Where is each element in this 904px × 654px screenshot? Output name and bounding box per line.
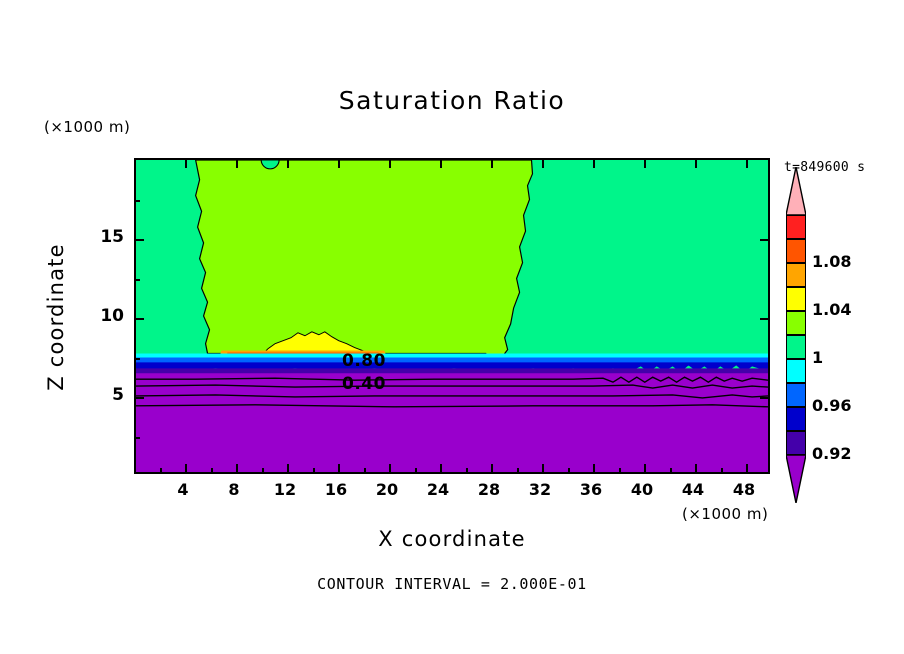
colorbar-tick-label: 1 [812, 348, 824, 367]
x-tick-label: 16 [324, 480, 348, 499]
contour-label-040: 0.40 [342, 374, 386, 394]
x-tick-top-major [695, 160, 697, 168]
colorbar-tick-label: 1.04 [812, 300, 852, 319]
contour-label-080: 0.80 [342, 351, 386, 371]
colorbar-band-2 [786, 239, 806, 263]
x-tick-minor [211, 468, 213, 472]
x-tick-minor [364, 468, 366, 472]
colorbar-cap-under [786, 455, 806, 503]
y-axis-units-label: (×1000 m) [44, 118, 131, 136]
y-tick-label: 15 [100, 227, 124, 247]
colorbar-band-1 [786, 215, 806, 239]
x-tick-minor [160, 468, 162, 472]
x-axis-units-label: (×1000 m) [682, 505, 769, 523]
x-axis-title: X coordinate [378, 527, 526, 551]
x-tick-label: 44 [681, 480, 705, 499]
x-tick-major [287, 464, 289, 472]
x-tick-major [236, 464, 238, 472]
time-stamp-annotation: t=849600 s [784, 160, 866, 175]
y-tick-minor [136, 200, 140, 202]
y-axis-title: Z coordinate [44, 243, 68, 391]
x-tick-label: 20 [375, 480, 399, 499]
contour-plot-panel: 0.80 0.40 [134, 158, 770, 474]
colorbar-band-8 [786, 383, 806, 407]
x-tick-minor [262, 468, 264, 472]
x-tick-minor [415, 468, 417, 472]
colorbar-band-5 [786, 311, 806, 335]
x-tick-major [542, 464, 544, 472]
x-tick-top-major [287, 160, 289, 168]
x-tick-top-major [440, 160, 442, 168]
y-tick-right-major [760, 239, 768, 241]
colorbar-tick-label: 0.92 [812, 444, 852, 463]
y-tick-minor [136, 279, 140, 281]
colorbar-tick-label: 0.96 [812, 396, 852, 415]
x-tick-major [338, 464, 340, 472]
colorbar-band-9 [786, 407, 806, 431]
colorbar-tick-label: 1.08 [812, 252, 852, 271]
contour-svg [136, 160, 768, 472]
x-tick-label: 24 [426, 480, 450, 499]
x-tick-label: 48 [732, 480, 756, 499]
x-tick-label: 8 [228, 480, 240, 499]
y-tick-major [136, 239, 144, 241]
colorbar-band-10 [786, 431, 806, 455]
x-tick-minor [517, 468, 519, 472]
x-tick-top-major [542, 160, 544, 168]
colorbar-band-7 [786, 359, 806, 383]
x-tick-label: 12 [273, 480, 297, 499]
x-tick-major [491, 464, 493, 472]
y-tick-right-major [760, 397, 768, 399]
x-tick-top-major [644, 160, 646, 168]
y-tick-label: 5 [112, 385, 124, 405]
y-tick-right-major [760, 318, 768, 320]
x-tick-top-major [593, 160, 595, 168]
x-tick-major [746, 464, 748, 472]
x-tick-minor [313, 468, 315, 472]
x-tick-top-major [236, 160, 238, 168]
x-tick-top-major [185, 160, 187, 168]
y-tick-minor [136, 358, 140, 360]
x-tick-major [185, 464, 187, 472]
x-tick-minor [721, 468, 723, 472]
x-tick-label: 36 [579, 480, 603, 499]
x-tick-major [593, 464, 595, 472]
colorbar-cap-over [786, 167, 806, 215]
x-tick-minor [670, 468, 672, 472]
y-tick-major [136, 318, 144, 320]
y-tick-label: 10 [100, 306, 124, 326]
x-tick-major [695, 464, 697, 472]
colorbar-band-6 [786, 335, 806, 359]
colorbar-band-3 [786, 263, 806, 287]
x-tick-top-major [338, 160, 340, 168]
x-tick-label: 40 [630, 480, 654, 499]
x-tick-major [644, 464, 646, 472]
x-tick-label: 4 [177, 480, 189, 499]
y-tick-minor [136, 437, 140, 439]
page-title: Saturation Ratio [338, 86, 566, 115]
x-tick-top-major [746, 160, 748, 168]
x-tick-minor [466, 468, 468, 472]
x-tick-minor [619, 468, 621, 472]
x-tick-top-major [491, 160, 493, 168]
x-tick-minor [568, 468, 570, 472]
x-tick-major [440, 464, 442, 472]
colorbar-band-4 [786, 287, 806, 311]
x-tick-top-major [389, 160, 391, 168]
contour-interval-note: CONTOUR INTERVAL = 2.000E-01 [317, 575, 587, 593]
x-tick-label: 28 [477, 480, 501, 499]
x-tick-major [389, 464, 391, 472]
contour-field [136, 160, 768, 472]
x-tick-label: 32 [528, 480, 552, 499]
colorbar: 1.08 1.04 1 0.96 0.92 [786, 167, 851, 503]
y-tick-major [136, 397, 144, 399]
